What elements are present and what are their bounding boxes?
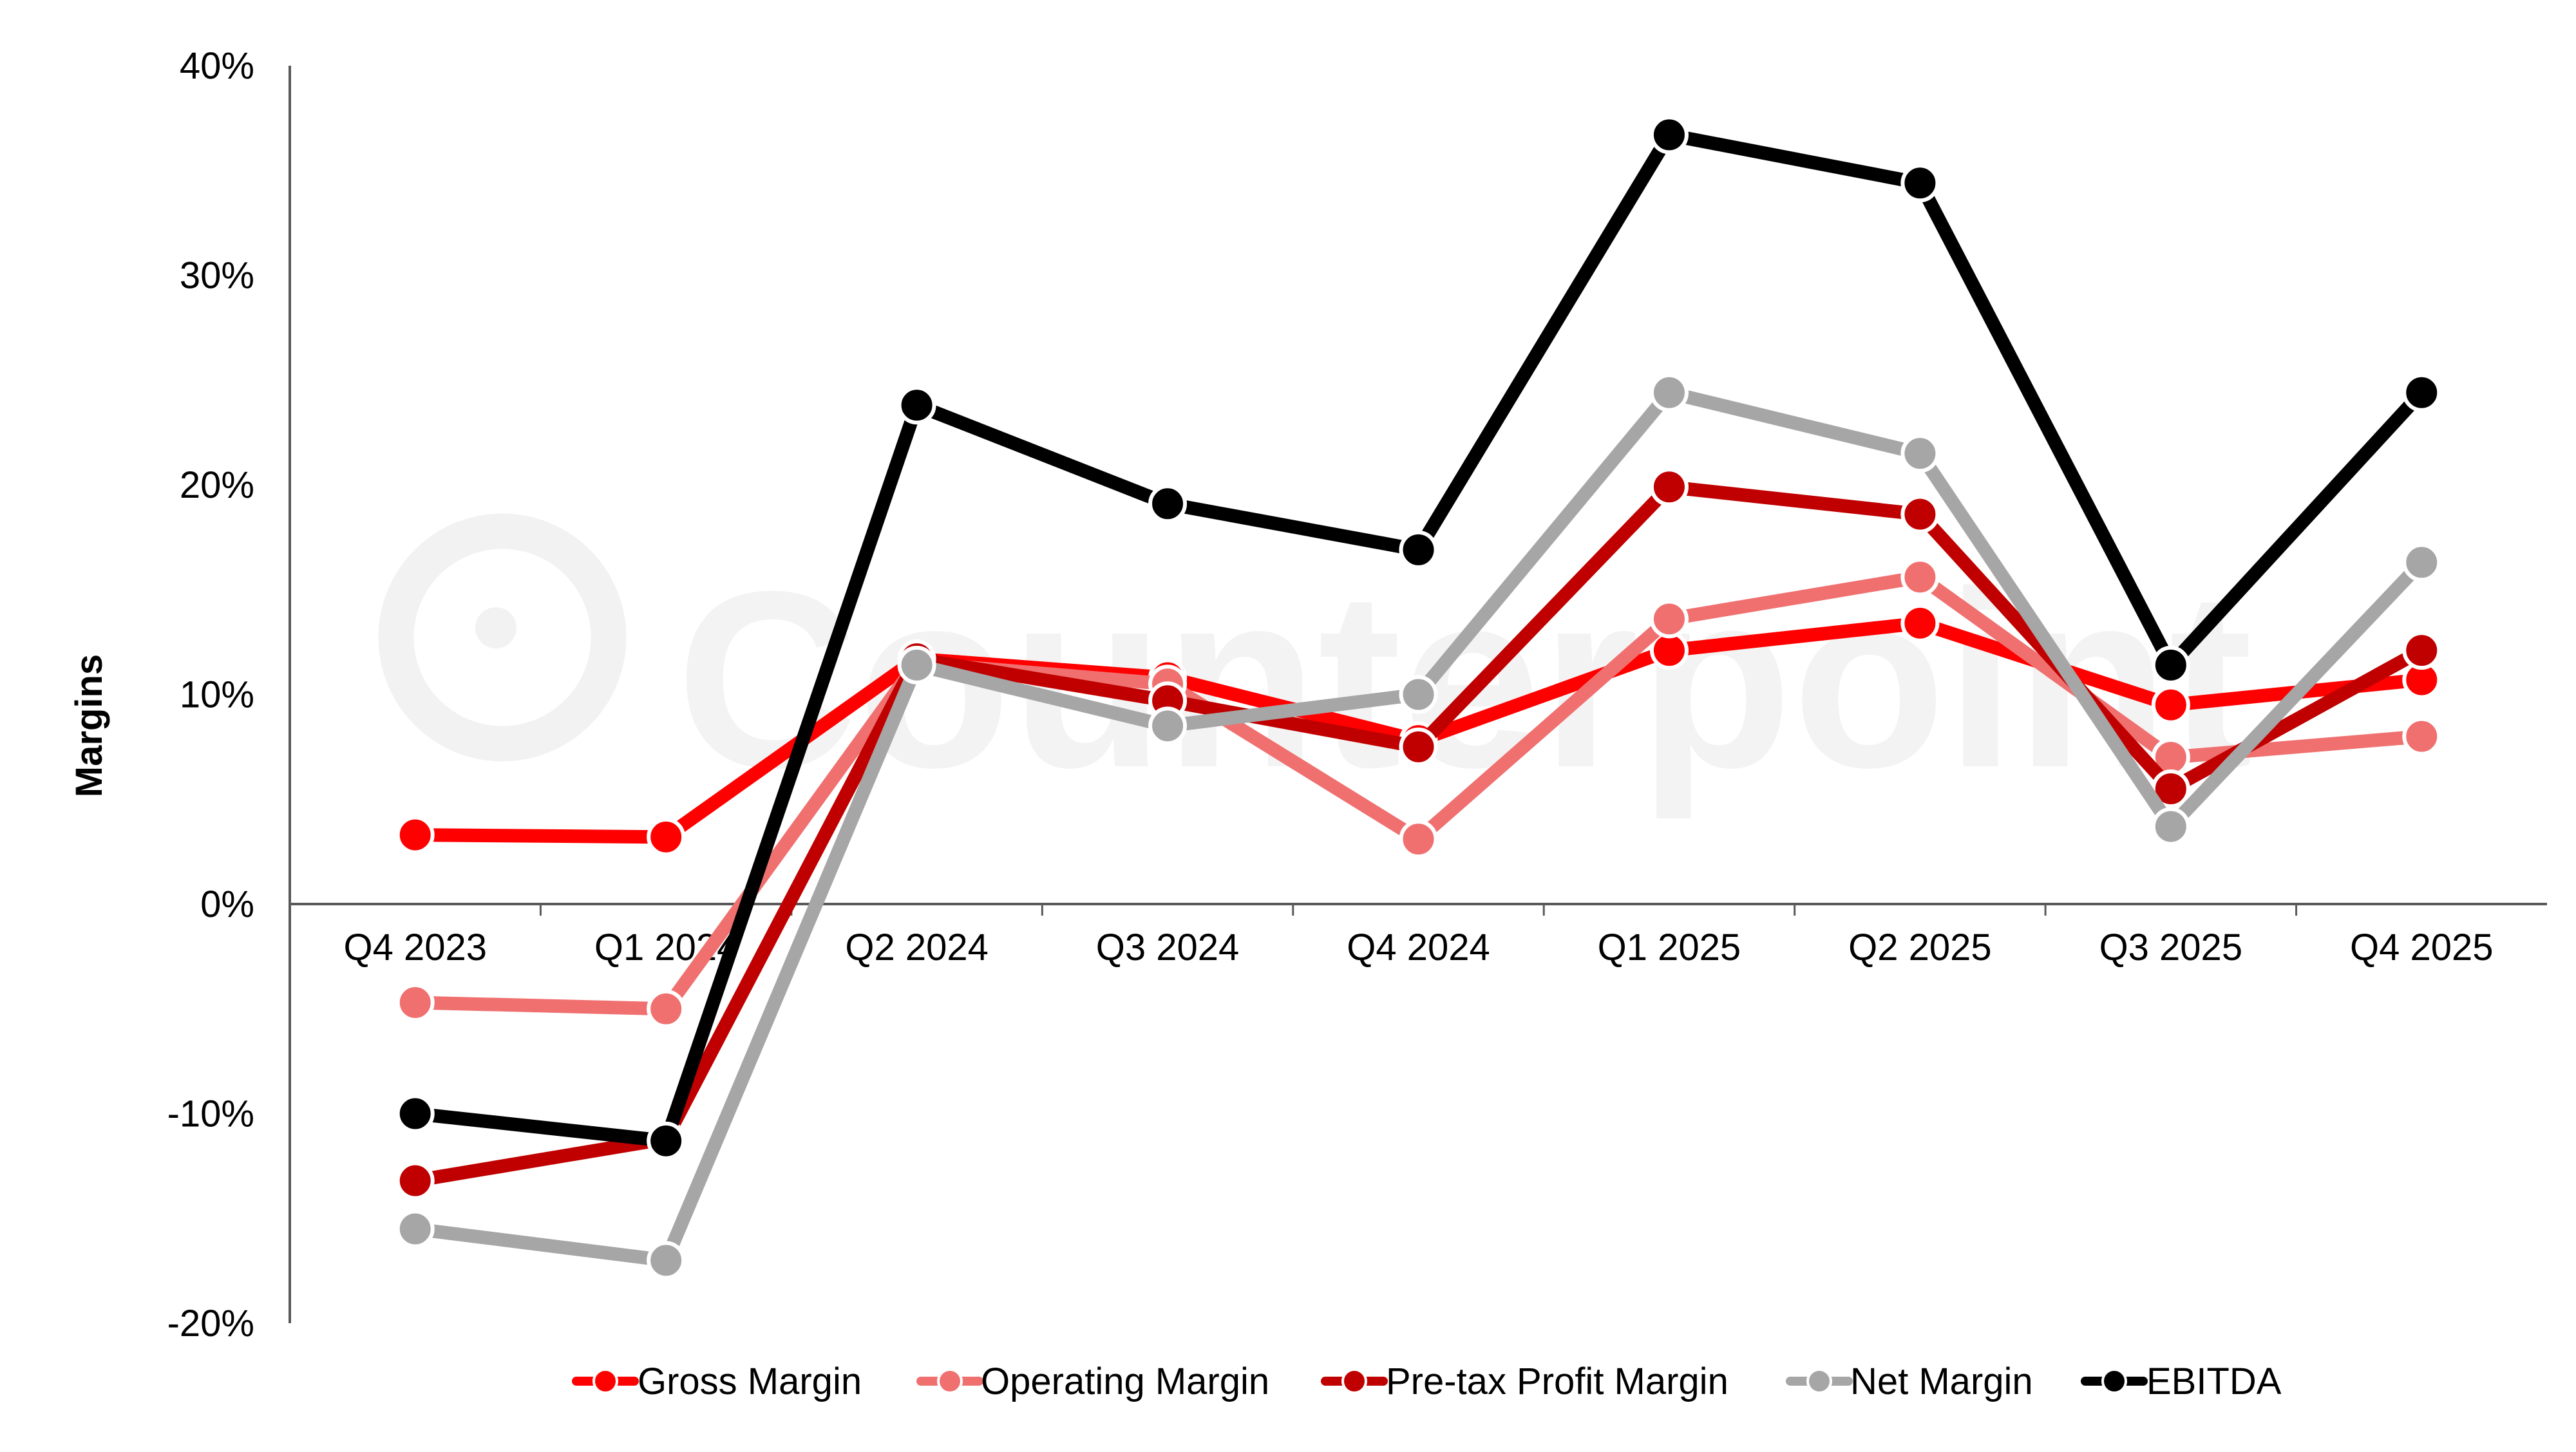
legend-swatch-marker	[1341, 1368, 1367, 1394]
data-point-ebitda	[1148, 484, 1188, 523]
data-point-ebitda	[2402, 373, 2441, 412]
data-point-gross-margin	[395, 815, 435, 854]
data-point-net-margin	[1399, 675, 1438, 714]
legend-item-net-margin: Net Margin	[1786, 1361, 2033, 1402]
watermark-logo-icon	[378, 513, 627, 762]
data-point-net-margin	[897, 645, 936, 684]
legend-label: Net Margin	[1850, 1361, 2033, 1402]
x-tick-label: Q4 2023	[343, 927, 487, 968]
data-point-operating-margin	[1649, 599, 1689, 639]
legend-swatch-marker	[1806, 1368, 1832, 1394]
data-point-operating-margin	[395, 983, 435, 1022]
y-tick-label: 30%	[180, 255, 254, 297]
x-tick-label: Q3 2024	[1096, 927, 1240, 968]
series-layer	[395, 115, 2441, 1280]
y-axis-label: Margins	[68, 654, 110, 797]
data-point-pre-tax-profit-margin	[395, 1161, 435, 1200]
x-tick-label: Q3 2025	[2099, 927, 2243, 968]
x-tick-label: Q4 2024	[1347, 927, 1490, 968]
data-point-operating-margin	[1399, 820, 1438, 859]
data-point-gross-margin	[1900, 603, 1940, 643]
data-point-ebitda	[897, 386, 936, 425]
x-tick-label: Q2 2024	[845, 927, 989, 968]
x-tick-label: Q4 2025	[2350, 927, 2494, 968]
data-point-gross-margin	[2151, 685, 2190, 724]
legend-swatch-marker	[2101, 1368, 2127, 1394]
y-tick-label: 0%	[200, 883, 254, 925]
legend-label: Operating Margin	[981, 1361, 1269, 1402]
y-tick-label: 40%	[180, 45, 254, 87]
y-tick-label: 20%	[180, 464, 254, 506]
data-point-net-margin	[647, 1241, 686, 1280]
data-point-ebitda	[1900, 164, 1940, 203]
data-point-pre-tax-profit-margin	[2402, 631, 2441, 670]
legend-label: EBITDA	[2146, 1361, 2282, 1402]
data-point-ebitda	[395, 1094, 435, 1133]
y-tick-label: -20%	[167, 1303, 254, 1344]
legend-swatch-marker	[937, 1368, 963, 1394]
x-tick-label: Q2 2025	[1848, 927, 1992, 968]
legend-item-operating-margin: Operating Margin	[916, 1361, 1269, 1402]
x-tick-label: Q1 2025	[1598, 927, 1741, 968]
legend-item-gross-margin: Gross Margin	[572, 1361, 862, 1402]
data-point-net-margin	[1649, 373, 1689, 412]
legend-swatch-marker	[592, 1368, 618, 1394]
data-point-net-margin	[1148, 706, 1188, 746]
legend: Gross Margin Operating Margin Pre-tax Prof…	[572, 1361, 2282, 1402]
y-tick-label: 10%	[180, 674, 254, 716]
data-point-ebitda	[1399, 530, 1438, 569]
legend-label: Gross Margin	[638, 1361, 862, 1402]
data-point-ebitda	[1649, 115, 1689, 155]
series-ebitda	[395, 115, 2441, 1160]
legend-item-ebitda: EBITDA	[2081, 1361, 2282, 1402]
data-point-operating-margin	[2402, 717, 2441, 756]
watermark-logo-dot	[475, 607, 516, 648]
data-point-operating-margin	[1900, 558, 1940, 597]
data-point-operating-margin	[647, 989, 686, 1028]
legend-item-pre-tax-profit-margin: Pre-tax Profit Margin	[1321, 1361, 1728, 1402]
y-tick-label: -10%	[167, 1093, 254, 1135]
data-point-pre-tax-profit-margin	[1649, 467, 1689, 507]
data-point-net-margin	[2151, 807, 2190, 846]
data-point-net-margin	[2402, 543, 2441, 582]
data-point-net-margin	[395, 1209, 435, 1249]
data-point-gross-margin	[647, 817, 686, 856]
legend-label: Pre-tax Profit Margin	[1386, 1361, 1728, 1402]
data-point-pre-tax-profit-margin	[1900, 495, 1940, 534]
data-point-ebitda	[2151, 645, 2190, 684]
data-point-pre-tax-profit-margin	[1399, 727, 1438, 766]
axes: -20%-10%0%10%20%30%40%Q4 2023 Q1 2024 Q2 2…	[167, 45, 2547, 1344]
series-net-margin	[395, 373, 2441, 1280]
data-point-net-margin	[1900, 434, 1940, 473]
data-point-ebitda	[647, 1121, 686, 1160]
